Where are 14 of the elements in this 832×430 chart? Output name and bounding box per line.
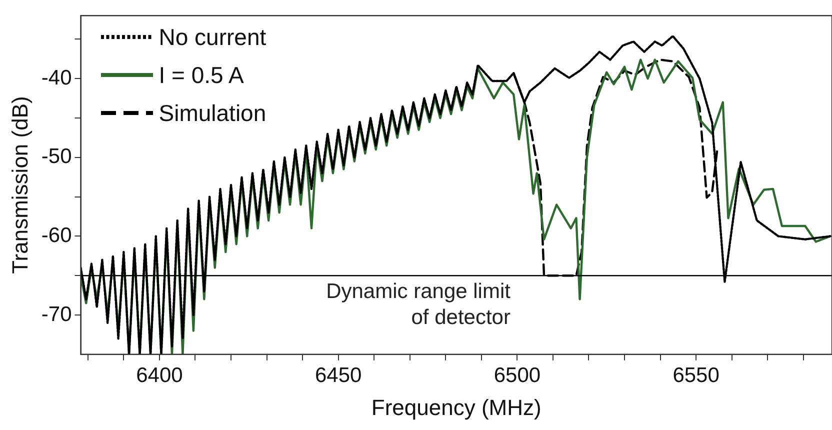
x-tick-label: 6450	[314, 364, 362, 387]
y-tick-label: -40	[41, 66, 72, 90]
x-tick-label: 6500	[494, 364, 541, 387]
y-tick-label: -60	[41, 224, 72, 248]
legend-label: Simulation	[158, 98, 266, 128]
x-tick-label: 6550	[672, 364, 720, 387]
y-axis-title: Transmission (dB)	[7, 96, 32, 274]
y-tick-label: -50	[41, 145, 72, 168]
legend-label: I = 0.5 A	[158, 60, 244, 90]
x-axis-title: Frequency (MHz)	[371, 394, 542, 420]
ref-line-label: Dynamic range limit of detector	[326, 280, 511, 329]
y-tick-label: -70	[41, 302, 72, 326]
x-tick-label: 6400	[136, 364, 183, 387]
legend-label: No current	[158, 22, 266, 52]
